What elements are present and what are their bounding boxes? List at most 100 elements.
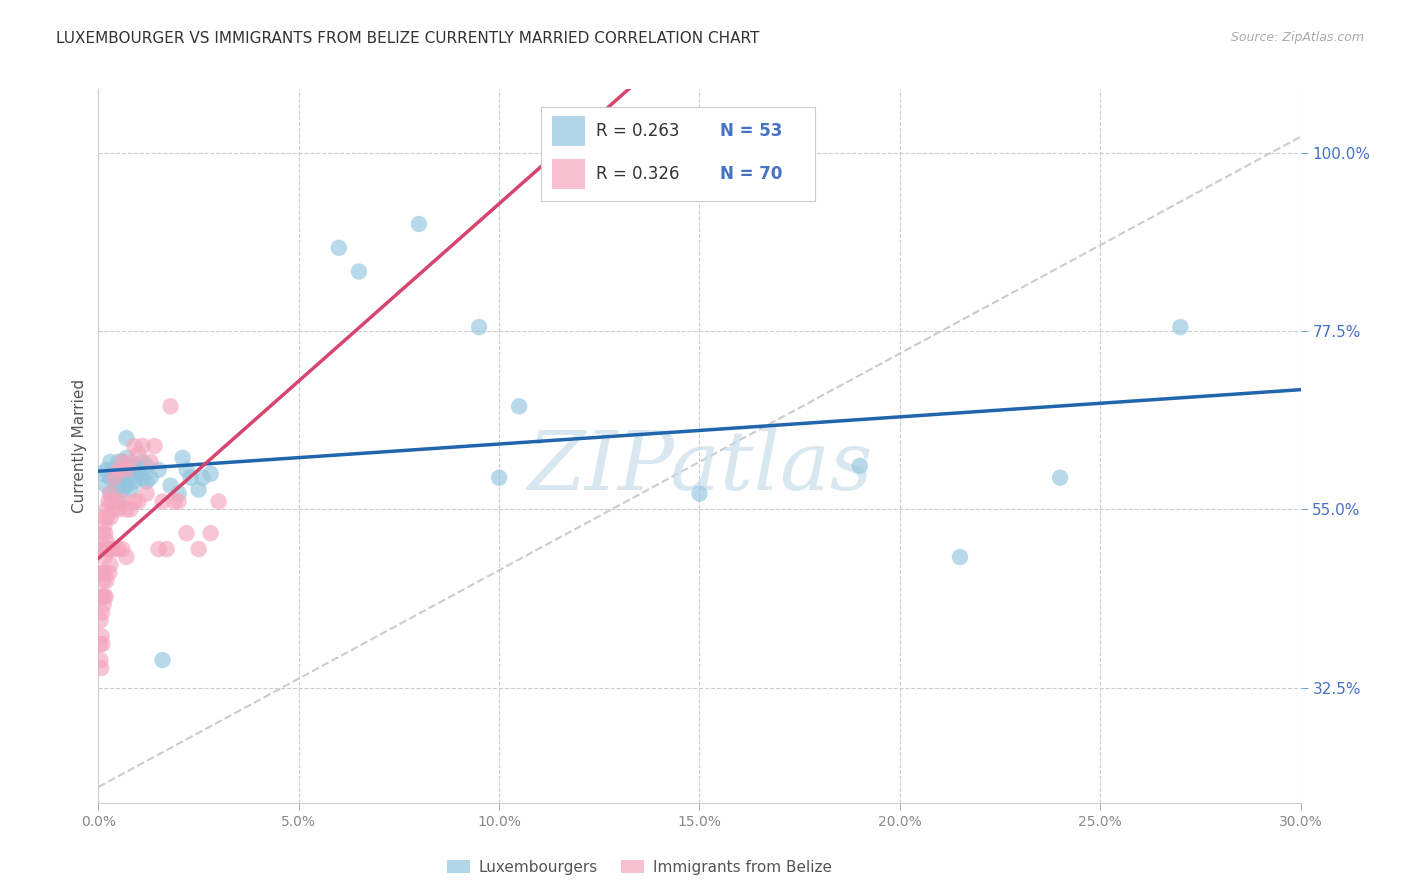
Legend: Luxembourgers, Immigrants from Belize: Luxembourgers, Immigrants from Belize	[440, 854, 838, 880]
Point	[200, 526, 222, 541]
Point	[508, 400, 530, 414]
Point	[115, 463, 138, 477]
Text: ZIPatlas: ZIPatlas	[527, 427, 872, 508]
Point	[91, 566, 114, 580]
Point	[107, 478, 129, 492]
Point	[128, 494, 150, 508]
Point	[91, 574, 114, 588]
Point	[98, 566, 121, 580]
Point	[159, 478, 181, 492]
Point	[124, 458, 146, 473]
Point	[124, 494, 146, 508]
Point	[208, 494, 231, 508]
Point	[128, 463, 150, 477]
Point	[94, 542, 117, 557]
Point	[107, 471, 129, 485]
Point	[103, 542, 125, 557]
Point	[90, 590, 112, 604]
Point	[91, 542, 114, 557]
Point	[93, 542, 115, 557]
Point	[111, 471, 134, 485]
Point	[468, 320, 491, 334]
Point	[176, 526, 198, 541]
Point	[128, 467, 150, 481]
Point	[96, 510, 118, 524]
Point	[135, 458, 157, 473]
Point	[111, 542, 134, 557]
Point	[167, 494, 190, 508]
Point	[107, 542, 129, 557]
Point	[152, 653, 174, 667]
Point	[328, 241, 350, 255]
Point	[172, 450, 194, 465]
Point	[152, 494, 174, 508]
Bar	[553, 160, 585, 189]
Point	[96, 534, 118, 549]
Point	[115, 478, 138, 492]
Point	[159, 400, 181, 414]
Point	[100, 486, 122, 500]
Point	[124, 439, 146, 453]
Point	[107, 502, 129, 516]
Point	[148, 542, 170, 557]
Point	[107, 494, 129, 508]
Y-axis label: Currently Married: Currently Married	[72, 379, 87, 513]
Point	[103, 502, 125, 516]
Point	[187, 542, 209, 557]
Point	[115, 450, 138, 465]
Point	[89, 637, 111, 651]
Point	[115, 502, 138, 516]
Point	[200, 467, 222, 481]
Text: N = 70: N = 70	[720, 166, 782, 184]
Point	[155, 542, 177, 557]
Point	[115, 431, 138, 445]
Point	[124, 475, 146, 489]
Point	[115, 549, 138, 564]
Point	[96, 542, 118, 557]
Point	[96, 478, 118, 492]
Point	[143, 439, 166, 453]
Point	[100, 455, 122, 469]
Point	[100, 542, 122, 557]
Point	[93, 518, 115, 533]
Point	[91, 606, 114, 620]
Point	[849, 458, 872, 473]
Point	[103, 486, 125, 500]
Point	[191, 471, 214, 485]
Point	[120, 471, 142, 485]
Point	[96, 574, 118, 588]
Point	[90, 566, 112, 580]
Point	[111, 494, 134, 508]
Point	[89, 653, 111, 667]
Point	[107, 463, 129, 477]
Point	[135, 486, 157, 500]
Point	[135, 475, 157, 489]
Point	[180, 471, 202, 485]
Point	[120, 455, 142, 469]
Point	[93, 590, 115, 604]
Point	[91, 467, 114, 481]
Point	[949, 549, 972, 564]
Point	[111, 455, 134, 469]
Point	[91, 637, 114, 651]
Point	[115, 463, 138, 477]
Point	[93, 598, 115, 612]
Point	[103, 463, 125, 477]
Point	[100, 510, 122, 524]
Point	[93, 549, 115, 564]
Point	[488, 471, 510, 485]
Point	[148, 463, 170, 477]
Point	[176, 463, 198, 477]
Text: R = 0.326: R = 0.326	[596, 166, 679, 184]
Point	[131, 439, 153, 453]
Point	[94, 526, 117, 541]
Point	[103, 471, 125, 485]
Point	[100, 494, 122, 508]
Point	[90, 629, 112, 643]
Point	[111, 483, 134, 497]
Point	[1049, 471, 1071, 485]
Point	[139, 455, 162, 469]
Point	[120, 458, 142, 473]
Text: N = 53: N = 53	[720, 122, 782, 140]
Bar	[553, 116, 585, 146]
